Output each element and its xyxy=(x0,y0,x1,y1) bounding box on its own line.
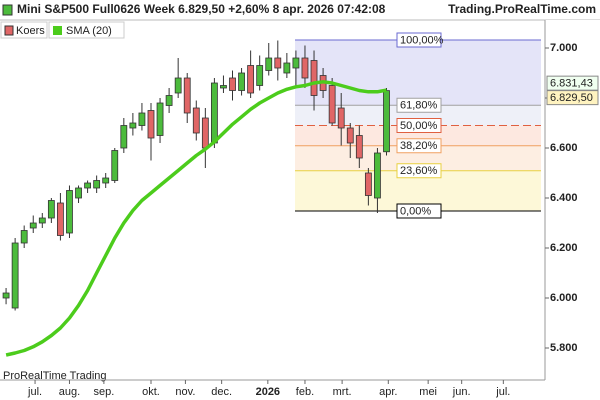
candle-body xyxy=(183,77,191,114)
candle-body xyxy=(383,90,390,153)
candle-body xyxy=(11,242,19,309)
fib-label: 23,60% xyxy=(400,165,438,177)
candle-body xyxy=(138,112,146,126)
x-tick-label: sep. xyxy=(93,386,114,398)
candle-body xyxy=(210,82,218,144)
price-tag-label: 6.829,50 xyxy=(550,92,593,104)
candle-body xyxy=(165,95,173,106)
candle-body xyxy=(102,177,110,184)
candle-body xyxy=(20,230,28,244)
candle-body xyxy=(174,77,182,94)
price-tag-label: 6.831,43 xyxy=(550,78,593,90)
x-tick-label: 2026 xyxy=(256,386,280,398)
sma-line xyxy=(5,80,387,357)
x-tick-label: okt. xyxy=(142,386,160,398)
candle-body xyxy=(346,127,354,144)
candle-body xyxy=(66,190,73,234)
legend-icon xyxy=(53,26,62,35)
chart-title: Mini S&P500 Full0626 Week 6.829,50 +2,60… xyxy=(17,2,386,16)
x-tick-label: nov. xyxy=(175,386,195,398)
candle-body xyxy=(256,65,264,86)
fib-label: 100,00% xyxy=(400,34,444,46)
candle-body xyxy=(283,62,291,74)
plot-area: 100,00% 61,80% 50,00% 38,20% 23,60% 0,00% xyxy=(2,32,541,357)
candle-body xyxy=(247,65,255,94)
fib-label-box xyxy=(396,118,442,133)
candle-body xyxy=(129,122,137,129)
candle-body xyxy=(265,57,273,71)
candle-body xyxy=(292,57,300,69)
fib-label-box xyxy=(396,203,442,219)
candle-body xyxy=(120,125,128,149)
y-tick-label: 6.000 xyxy=(550,292,578,304)
candle-body xyxy=(364,172,372,196)
candle-body xyxy=(38,217,46,224)
fib-zone xyxy=(295,105,541,126)
x-tick-label: apr. xyxy=(379,386,397,398)
candle-body xyxy=(301,57,309,79)
legend-icon xyxy=(4,25,14,36)
candle-body xyxy=(220,85,227,89)
fib-label: 61,80% xyxy=(400,100,438,112)
fib-label: 0,00% xyxy=(400,205,431,217)
candle-body xyxy=(192,107,200,134)
watermark: ProRealTime Trading xyxy=(3,370,107,382)
fib-label-box xyxy=(396,138,442,154)
x-tick-label: jun. xyxy=(452,386,471,398)
legend-box xyxy=(48,21,125,39)
candle-body xyxy=(310,60,318,96)
legend-label: SMA (20) xyxy=(66,25,112,37)
fib-label-box xyxy=(396,163,442,179)
x-tick-label: feb. xyxy=(296,386,314,398)
fib-label: 38,20% xyxy=(400,140,438,152)
candle-body xyxy=(201,117,209,149)
candle-body xyxy=(337,107,345,129)
candle-body xyxy=(274,57,282,69)
candle-body xyxy=(75,187,82,199)
candle-body xyxy=(238,72,245,91)
fib-label-box xyxy=(396,97,442,113)
candle-body xyxy=(2,292,10,299)
candle-body xyxy=(111,150,119,181)
candle-body xyxy=(84,182,91,189)
source: Trading.ProRealTime.com xyxy=(448,2,596,16)
y-tick-label: 6.400 xyxy=(550,192,578,204)
y-tick-label: 6.200 xyxy=(550,242,578,254)
candle-body xyxy=(355,135,363,159)
x-tick-label: dec. xyxy=(211,386,232,398)
candle-body xyxy=(328,85,336,124)
price-tag xyxy=(546,90,599,106)
fib-label: 50,00% xyxy=(400,120,438,132)
x-tick-label: aug. xyxy=(59,386,80,398)
candle-body xyxy=(29,222,37,229)
x-tick-label: mei xyxy=(419,386,437,398)
x-tick-label: jul. xyxy=(495,386,510,398)
candle-body xyxy=(156,102,164,136)
x-tick-label: mrt. xyxy=(333,386,352,398)
candle-body xyxy=(93,180,101,189)
candle-body xyxy=(147,110,155,139)
fib-label-box xyxy=(396,32,442,48)
y-tick-label: 6.600 xyxy=(550,142,578,154)
candle-body xyxy=(374,152,381,199)
candle-body xyxy=(47,200,55,219)
candle-body xyxy=(57,202,64,236)
y-tick-label: 5.800 xyxy=(550,342,578,354)
fib-zone xyxy=(295,40,541,106)
candle-body xyxy=(229,77,236,91)
x-tick-label: jul. xyxy=(27,386,42,398)
header-icon xyxy=(2,4,13,16)
legend-label: Koers xyxy=(16,25,45,37)
y-tick-label: 7.000 xyxy=(550,42,578,54)
